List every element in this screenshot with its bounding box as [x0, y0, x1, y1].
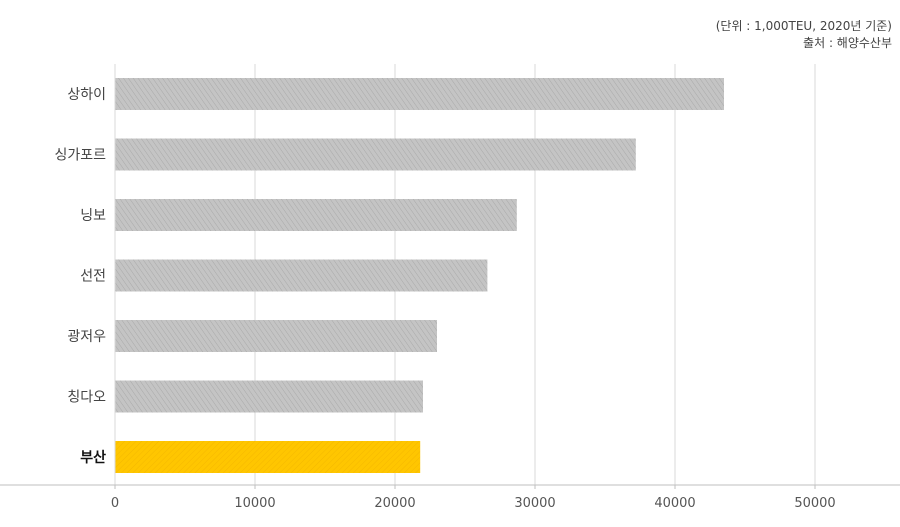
chart-notes: (단위 : 1,000TEU, 2020년 기준) 출처 : 해양수산부	[716, 18, 892, 52]
category-label: 상하이	[67, 87, 106, 103]
bar	[115, 138, 636, 171]
unit-note: (단위 : 1,000TEU, 2020년 기준)	[715, 19, 892, 33]
category-label: 선전	[80, 269, 106, 285]
bar	[115, 380, 423, 413]
x-tick-label: 0	[111, 496, 119, 511]
bar	[115, 320, 437, 352]
bar-highlight	[115, 441, 421, 473]
bar	[115, 78, 724, 110]
x-tick-label: 50000	[794, 496, 835, 511]
category-label: 싱가포르	[54, 148, 106, 164]
category-label: 부산	[80, 449, 106, 466]
x-tick-label: 20000	[374, 496, 415, 511]
x-axis: 0 10000 20000 30000 40000 50000	[0, 64, 900, 511]
x-tick-label: 40000	[654, 496, 695, 511]
bar	[115, 199, 517, 231]
x-tick-label: 30000	[514, 496, 555, 511]
x-tick-label: 10000	[234, 496, 275, 511]
category-label: 닝보	[80, 208, 106, 224]
category-label: 광저우	[67, 329, 106, 345]
source-note: 출처 : 해양수산부	[803, 36, 892, 50]
bars	[115, 78, 724, 473]
category-label: 칭다오	[67, 390, 106, 406]
bar	[115, 259, 488, 292]
